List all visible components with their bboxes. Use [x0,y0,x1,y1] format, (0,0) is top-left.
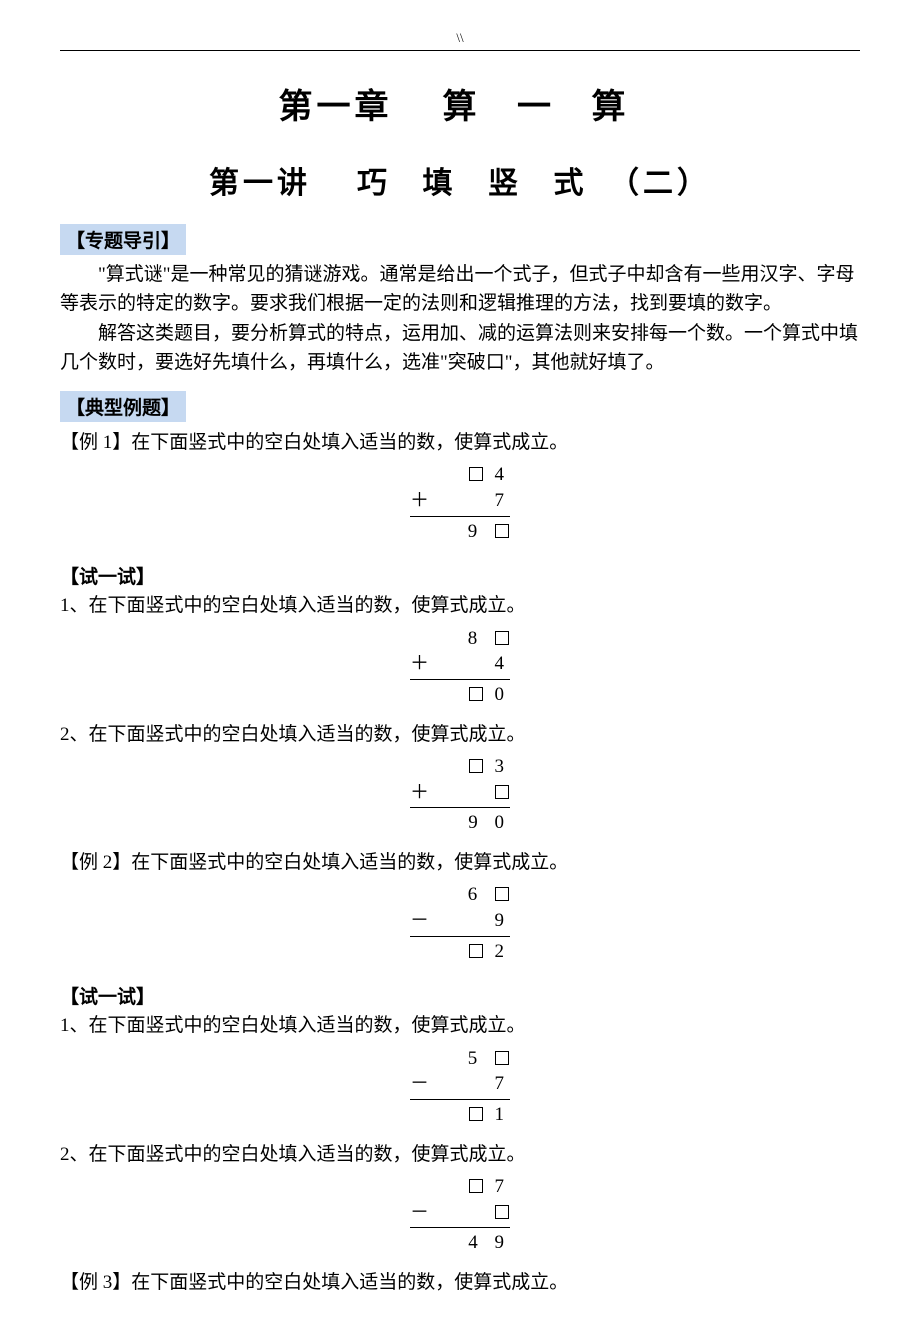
example-1-label: 【例 1】 [60,432,131,453]
example-2-text: 在下面竖式中的空白处填入适当的数，使算式成立。 [131,852,568,873]
header-mark: \\ [60,30,860,50]
try-header-2: 【试一试】 [60,982,860,1009]
calc-ex2: 6 － 9 2 [410,882,510,964]
try1-q1-text: 在下面竖式中的空白处填入适当的数，使算式成立。 [89,595,526,616]
example-3-text: 在下面竖式中的空白处填入适当的数，使算式成立。 [131,1272,568,1293]
try1-q1-stem: 1、在下面竖式中的空白处填入适当的数，使算式成立。 [60,591,860,621]
intro-tag: 【专题导引】 [60,224,186,255]
try1-q2-stem: 2、在下面竖式中的空白处填入适当的数，使算式成立。 [60,720,860,750]
try1-q2-label: 2、 [60,724,89,745]
intro-para-1: "算式谜"是一种常见的猜谜游戏。通常是给出一个式子，但式子中却含有一些用汉字、字… [60,261,860,318]
calc-t1a: 8 ＋ 4 0 [410,626,510,708]
try2-q2-label: 2、 [60,1144,89,1165]
example-1-text: 在下面竖式中的空白处填入适当的数，使算式成立。 [131,432,568,453]
example-3-label: 【例 3】 [60,1272,131,1293]
try1-q1-label: 1、 [60,595,89,616]
section-name: 巧 填 竖 式 [357,167,598,200]
try2-q1-text: 在下面竖式中的空白处填入适当的数，使算式成立。 [89,1015,526,1036]
try2-q2-stem: 2、在下面竖式中的空白处填入适当的数，使算式成立。 [60,1140,860,1170]
header-rule [60,50,860,51]
calc-t2b: 7－ 4 9 [410,1174,510,1256]
try1-q2-text: 在下面竖式中的空白处填入适当的数，使算式成立。 [89,724,526,745]
section-suffix: （二） [609,167,711,200]
chapter-title: 第一章 算 一 算 [60,79,860,128]
section-prefix: 第一讲 [209,167,311,200]
calc-t2a: 5 － 7 1 [410,1046,510,1128]
try2-q1-stem: 1、在下面竖式中的空白处填入适当的数，使算式成立。 [60,1011,860,1041]
example-2-label: 【例 2】 [60,852,131,873]
chapter-name: 算 一 算 [443,89,642,126]
example-1-stem: 【例 1】在下面竖式中的空白处填入适当的数，使算式成立。 [60,428,860,458]
try2-q1-label: 1、 [60,1015,89,1036]
try-header-1: 【试一试】 [60,562,860,589]
example-3-stem: 【例 3】在下面竖式中的空白处填入适当的数，使算式成立。 [60,1268,860,1298]
chapter-prefix: 第一章 [279,89,393,126]
calc-t1b: 3＋ 9 0 [410,754,510,836]
try2-q2-text: 在下面竖式中的空白处填入适当的数，使算式成立。 [89,1144,526,1165]
intro-para-2: 解答这类题目，要分析算式的特点，运用加、减的运算法则来安排每一个数。一个算式中填… [60,320,860,377]
example-2-stem: 【例 2】在下面竖式中的空白处填入适当的数，使算式成立。 [60,848,860,878]
calc-ex1: 4＋ 79 [410,462,510,544]
section-title: 第一讲 巧 填 竖 式 （二） [60,158,860,202]
examples-tag: 【典型例题】 [60,391,186,422]
